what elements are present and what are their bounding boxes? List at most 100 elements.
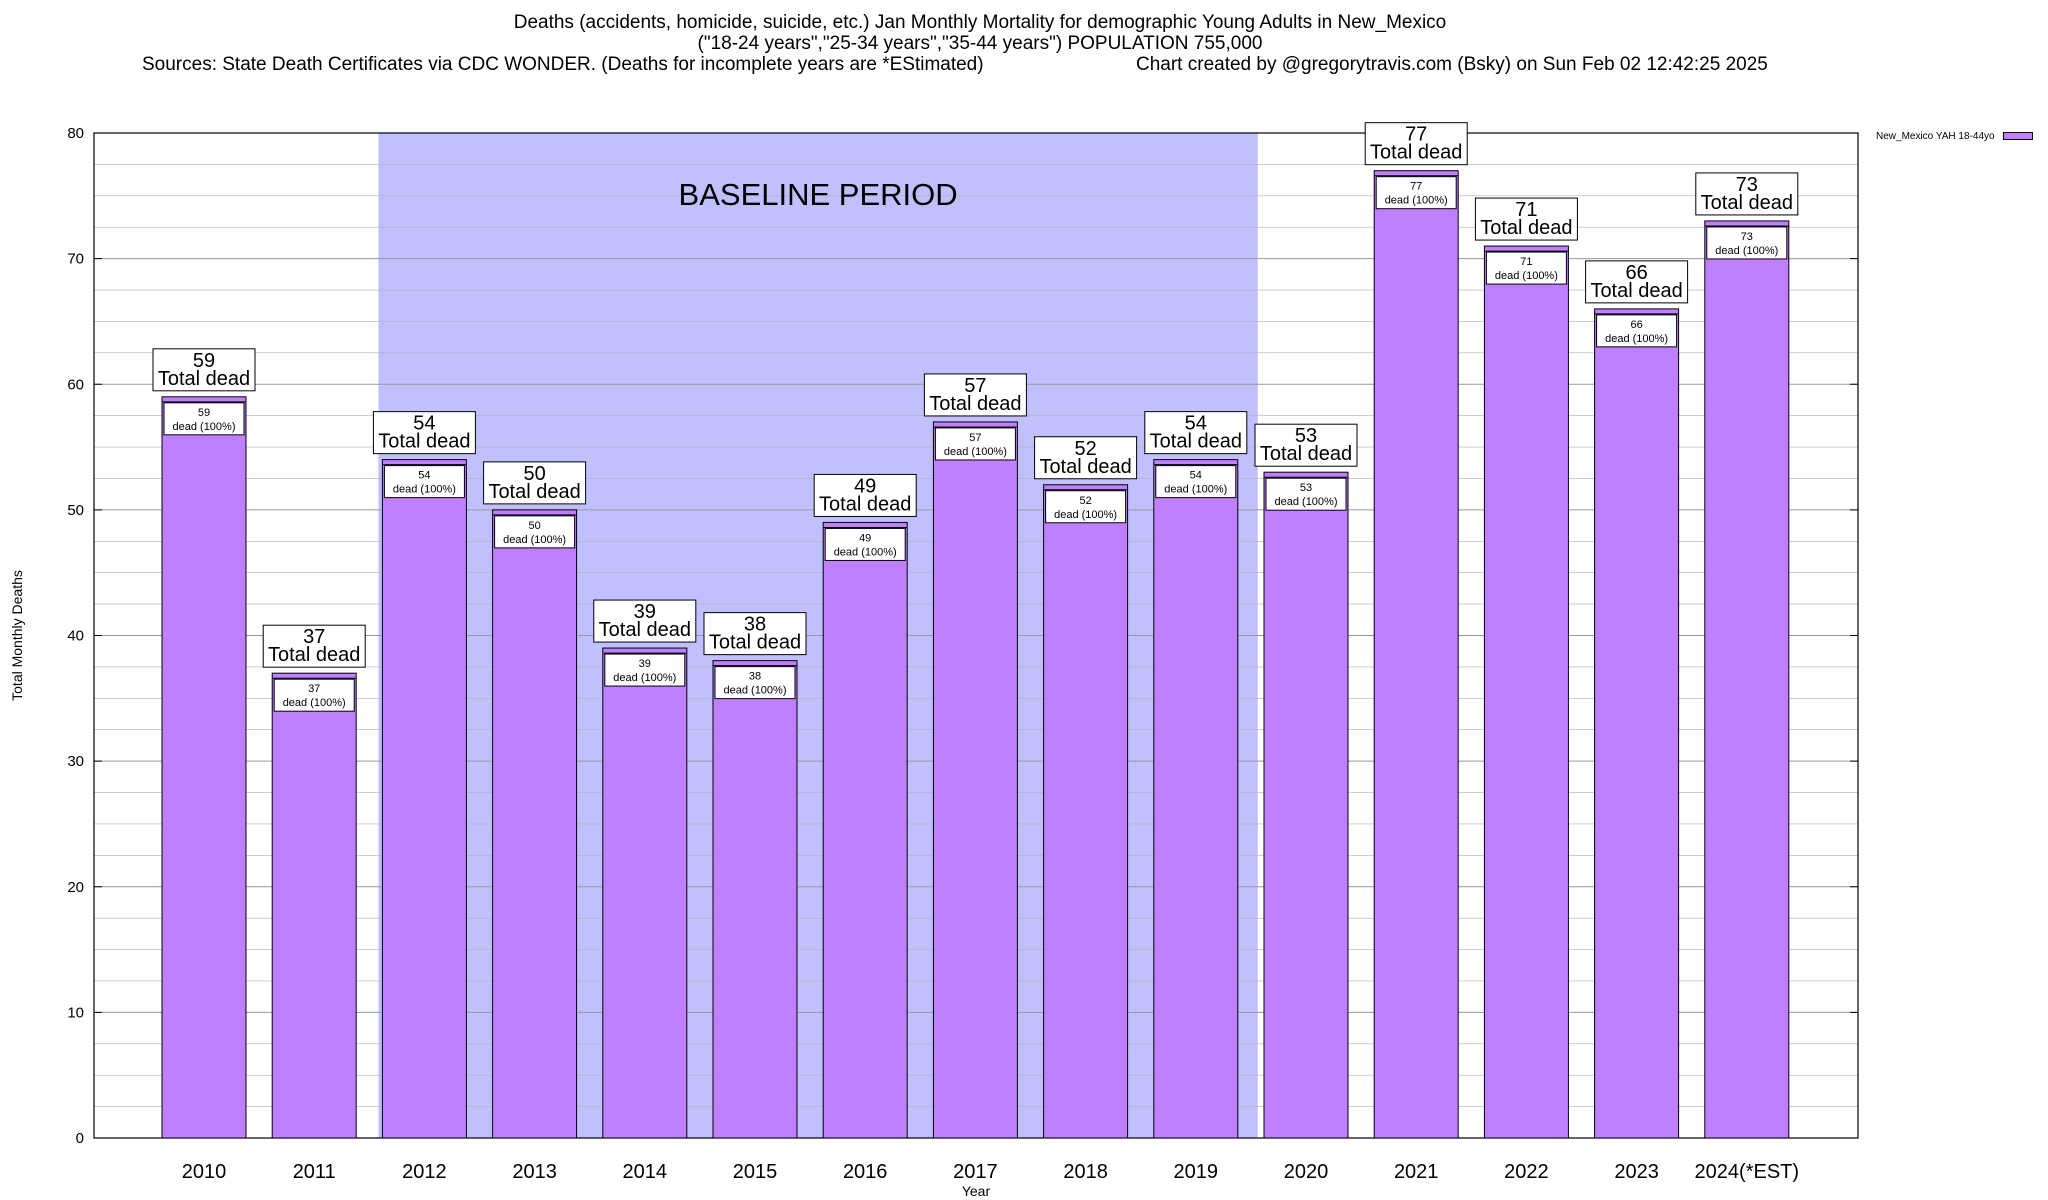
x-tick-label: 2015 [733, 1161, 778, 1183]
total-label-box [1254, 423, 1358, 467]
bar [1483, 245, 1569, 1139]
total-value-label: 50 [523, 463, 545, 485]
total-value-label: 66 [1625, 262, 1647, 284]
baseline-label: BASELINE PERIOD [679, 177, 958, 212]
segment-value-label: 52 [1079, 495, 1091, 507]
x-tick-label: 2022 [1504, 1161, 1549, 1183]
total-text-label: Total dead [378, 431, 470, 453]
segment-label-box [1375, 176, 1457, 210]
x-tick-label: 2012 [402, 1161, 447, 1183]
segment-pct-label: dead (100%) [1605, 333, 1668, 345]
total-label-box [1474, 197, 1578, 241]
segment-label-box [604, 653, 686, 687]
total-label-box [593, 599, 697, 643]
total-text-label: Total dead [488, 481, 580, 503]
total-value-label: 54 [1185, 413, 1207, 435]
bar [1373, 170, 1459, 1139]
sources-text: Sources: State Death Certificates via CD… [142, 54, 984, 75]
bar [1043, 484, 1129, 1139]
segment-label-box [1265, 477, 1347, 511]
segment-pct-label: dead (100%) [173, 421, 236, 433]
total-text-label: Total dead [1150, 431, 1242, 453]
segment-label-box [1485, 251, 1567, 285]
segment-value-label: 50 [528, 520, 540, 532]
total-text-label: Total dead [1590, 280, 1682, 302]
segment-pct-label: dead (100%) [1275, 496, 1338, 508]
x-tick-label: 2023 [1614, 1161, 1659, 1183]
segment-label-box [163, 402, 245, 436]
segment-pct-label: dead (100%) [724, 685, 787, 697]
total-text-label: Total dead [1480, 217, 1572, 239]
total-text-label: Total dead [1370, 142, 1462, 164]
total-text-label: Total dead [819, 493, 911, 515]
legend-swatch [2002, 132, 2033, 141]
total-value-label: 54 [413, 413, 435, 435]
segment-pct-label: dead (100%) [393, 484, 456, 496]
segment-label-box [714, 666, 796, 700]
x-tick-label: 2019 [1174, 1161, 1219, 1183]
x-tick-label: 2014 [623, 1161, 668, 1183]
total-label-box [1144, 411, 1248, 455]
total-value-label: 39 [634, 601, 656, 623]
bar [1704, 220, 1790, 1139]
total-label-box [1695, 172, 1799, 216]
segment-pct-label: dead (100%) [944, 446, 1007, 458]
segment-value-label: 57 [969, 432, 981, 444]
total-value-label: 77 [1405, 124, 1427, 146]
segment-value-label: 37 [308, 683, 320, 695]
total-label-box [923, 373, 1027, 417]
bar [161, 396, 247, 1139]
segment-value-label: 54 [418, 470, 430, 482]
total-value-label: 53 [1295, 425, 1317, 447]
total-value-label: 59 [193, 350, 215, 372]
total-text-label: Total dead [1701, 192, 1793, 214]
bar [492, 509, 578, 1139]
bar [271, 672, 357, 1139]
total-label-box [372, 411, 476, 455]
bar [712, 660, 798, 1139]
y-tick-label: 60 [67, 376, 84, 393]
y-tick-label: 20 [67, 879, 84, 896]
segment-label-box [1045, 490, 1127, 524]
total-text-label: Total dead [1039, 456, 1131, 478]
total-value-label: 57 [964, 375, 986, 397]
total-value-label: 52 [1074, 438, 1096, 460]
segment-label-box [1706, 226, 1788, 260]
total-text-label: Total dead [1260, 443, 1352, 465]
total-text-label: Total dead [929, 393, 1021, 415]
segment-value-label: 59 [198, 407, 210, 419]
segment-value-label: 38 [749, 671, 761, 683]
x-tick-label: 2013 [512, 1161, 557, 1183]
segment-label-box [824, 527, 906, 561]
bar [1153, 459, 1239, 1139]
segment-value-label: 77 [1410, 181, 1422, 193]
segment-pct-label: dead (100%) [503, 534, 566, 546]
title-line-1: Deaths (accidents, homicide, suicide, et… [513, 12, 1447, 33]
y-tick-label: 80 [67, 125, 84, 142]
legend-label: New_Mexico YAH 18-44yo [1876, 131, 1995, 142]
total-value-label: 37 [303, 626, 325, 648]
segment-pct-label: dead (100%) [1715, 245, 1778, 257]
x-tick-label: 2010 [182, 1161, 227, 1183]
total-label-box [152, 348, 256, 392]
total-value-label: 49 [854, 475, 876, 497]
segment-label-box [383, 465, 465, 499]
y-tick-label: 70 [67, 251, 84, 268]
segment-value-label: 71 [1520, 256, 1532, 268]
segment-label-box [934, 427, 1016, 461]
y-tick-label: 10 [67, 1004, 84, 1021]
x-tick-label: 2011 [293, 1161, 336, 1183]
x-tick-label: 2024(*EST) [1695, 1161, 1800, 1183]
segment-value-label: 54 [1190, 470, 1202, 482]
x-tick-label: 2018 [1063, 1161, 1108, 1183]
segment-pct-label: dead (100%) [834, 546, 897, 558]
total-label-box [262, 624, 366, 668]
segment-pct-label: dead (100%) [1495, 270, 1558, 282]
segment-value-label: 39 [639, 658, 651, 670]
segment-value-label: 66 [1630, 319, 1642, 331]
segment-label-box [494, 515, 576, 549]
bar [932, 421, 1018, 1139]
x-tick-label: 2017 [953, 1161, 998, 1183]
total-value-label: 73 [1736, 174, 1758, 196]
total-label-box [1034, 436, 1138, 480]
